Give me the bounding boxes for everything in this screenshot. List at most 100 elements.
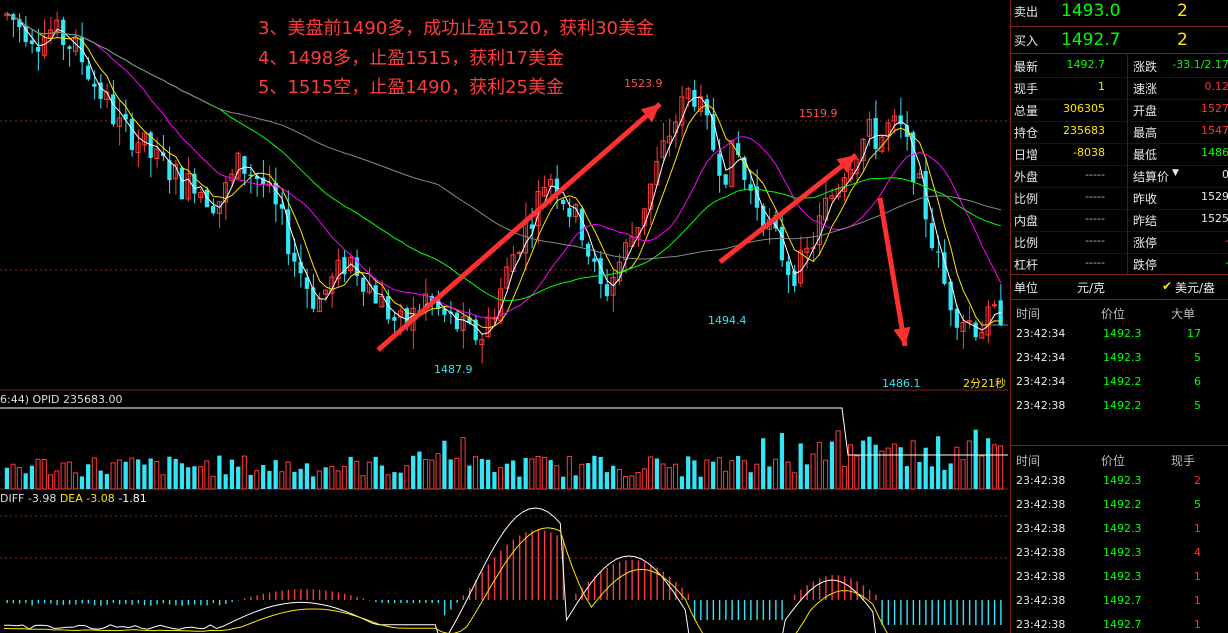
table-row[interactable]: 23:42:38 1492.7 1 xyxy=(1011,615,1228,633)
table-row[interactable]: 23:42:34 1492.3 5 xyxy=(1011,348,1228,370)
volume-bar xyxy=(773,458,779,490)
volume-bar xyxy=(679,476,685,489)
candle-body xyxy=(717,153,722,176)
volume-bar xyxy=(517,476,522,489)
trade-time: 23:42:38 xyxy=(1016,399,1066,412)
table-row[interactable]: 23:42:34 1492.3 17 xyxy=(1011,324,1228,346)
annotation-trade-4: 4、1498多，止盈1515，获利17美金 xyxy=(258,48,564,69)
price-label-high-2: 1519.9 xyxy=(799,107,838,120)
candle-body xyxy=(711,114,716,151)
volume-bar xyxy=(991,444,997,490)
table-row[interactable]: 23:42:38 1492.7 1 xyxy=(1011,591,1228,613)
macd-value: -1.81 xyxy=(118,492,147,505)
candle-body xyxy=(148,132,153,158)
kline-chart[interactable] xyxy=(0,0,1010,633)
table-row[interactable]: 23:42:38 1492.3 1 xyxy=(1011,519,1228,541)
volume-bar xyxy=(823,459,829,490)
volume-bar xyxy=(261,465,266,489)
stats-row: 持仓 235683 最高 1547 xyxy=(1011,121,1228,143)
volume-bar xyxy=(442,440,447,489)
volume-bar xyxy=(523,457,528,489)
volume-bar xyxy=(311,476,316,489)
moving-average-line xyxy=(6,13,1002,260)
volume-bar xyxy=(204,460,210,490)
volume-bar xyxy=(723,470,729,490)
column-divider xyxy=(1127,55,1128,274)
buy-label: 买入 xyxy=(1014,34,1039,48)
volume-bar xyxy=(885,447,891,490)
macd-dea-line xyxy=(3,527,888,633)
candle-body xyxy=(292,252,297,262)
volume-bar xyxy=(511,460,516,489)
dropdown-arrow-icon[interactable]: ▼ xyxy=(1172,168,1179,178)
volume-bar xyxy=(566,456,572,490)
divider xyxy=(1011,274,1228,275)
volume-bar xyxy=(129,457,135,490)
table-row[interactable]: 23:42:38 1492.2 5 xyxy=(1011,495,1228,517)
volume-bar xyxy=(979,455,985,490)
opid-prefix: 6:44) xyxy=(0,393,29,406)
volume-bar xyxy=(529,458,535,490)
stat-value: 0 xyxy=(1222,168,1228,181)
candle-body xyxy=(36,46,41,52)
candle-body xyxy=(704,99,710,116)
candle-body xyxy=(610,276,616,296)
volume-bar xyxy=(404,465,410,490)
candle-body xyxy=(242,156,247,174)
unit-value[interactable]: 元/克 xyxy=(1077,281,1106,295)
candle-body xyxy=(985,306,991,336)
candle-body xyxy=(942,252,947,284)
candle-body xyxy=(216,201,222,214)
stat-value: 1525 xyxy=(1201,212,1228,225)
trade-qty: 5 xyxy=(1194,351,1201,364)
volume-bar xyxy=(454,457,460,490)
volume-bar xyxy=(110,462,116,490)
column-header: 时间 xyxy=(1016,454,1041,468)
price-label-low-2: 1487.9 xyxy=(434,363,473,376)
candle-body xyxy=(866,118,872,137)
volume-bar xyxy=(761,438,766,489)
sell-row[interactable]: 卖出 1493.0 2 xyxy=(1011,0,1228,22)
candle-body xyxy=(529,224,535,229)
row-divider xyxy=(1011,209,1228,210)
candle-body xyxy=(442,308,447,315)
trade-qty: 5 xyxy=(1194,498,1201,511)
table-row[interactable]: 23:42:38 1492.3 4 xyxy=(1011,543,1228,565)
volume-bar xyxy=(348,456,353,489)
unit-option[interactable]: 美元/盎 xyxy=(1175,281,1216,295)
table-row[interactable]: 23:42:34 1492.2 6 xyxy=(1011,372,1228,394)
trade-time: 23:42:38 xyxy=(1016,570,1066,583)
candle-body xyxy=(86,65,91,80)
buy-row[interactable]: 买入 1492.7 2 xyxy=(1011,29,1228,51)
volume-bar xyxy=(810,453,816,490)
volume-bar xyxy=(366,461,372,490)
table-row[interactable]: 23:42:38 1492.3 1 xyxy=(1011,567,1228,589)
table-row[interactable]: 23:42:38 1492.3 2 xyxy=(1011,471,1228,493)
volume-bar xyxy=(848,444,854,490)
candle-body xyxy=(491,317,497,320)
candle-body xyxy=(436,297,441,310)
volume-bar xyxy=(341,465,347,490)
volume-bar xyxy=(736,455,741,489)
trade-price: 1492.2 xyxy=(1103,399,1142,412)
chart-area[interactable]: 3、美盘前1490多，成功止盈1520，获利30美金 4、1498多，止盈151… xyxy=(0,0,1010,633)
table-row[interactable]: 23:42:38 1492.2 5 xyxy=(1011,396,1228,418)
candle-body xyxy=(235,152,241,179)
volume-bar xyxy=(79,476,85,489)
volume-bar xyxy=(929,466,935,489)
stat-value: -8038 xyxy=(1073,146,1105,159)
volume-bar xyxy=(136,459,141,489)
volume-bar xyxy=(686,456,691,489)
candle-body xyxy=(598,258,603,284)
trade-price: 1492.3 xyxy=(1103,522,1142,535)
volume-bar xyxy=(592,455,597,489)
unit-checkbox-check-icon[interactable]: ✔ xyxy=(1162,279,1173,293)
candle-body xyxy=(29,40,35,44)
volume-bar xyxy=(635,471,641,490)
candle-body xyxy=(248,174,253,177)
volume-bar xyxy=(948,463,953,489)
volume-bar xyxy=(379,465,385,489)
candle-body xyxy=(54,19,60,34)
volume-bar xyxy=(891,443,897,490)
candle-body xyxy=(179,167,185,200)
